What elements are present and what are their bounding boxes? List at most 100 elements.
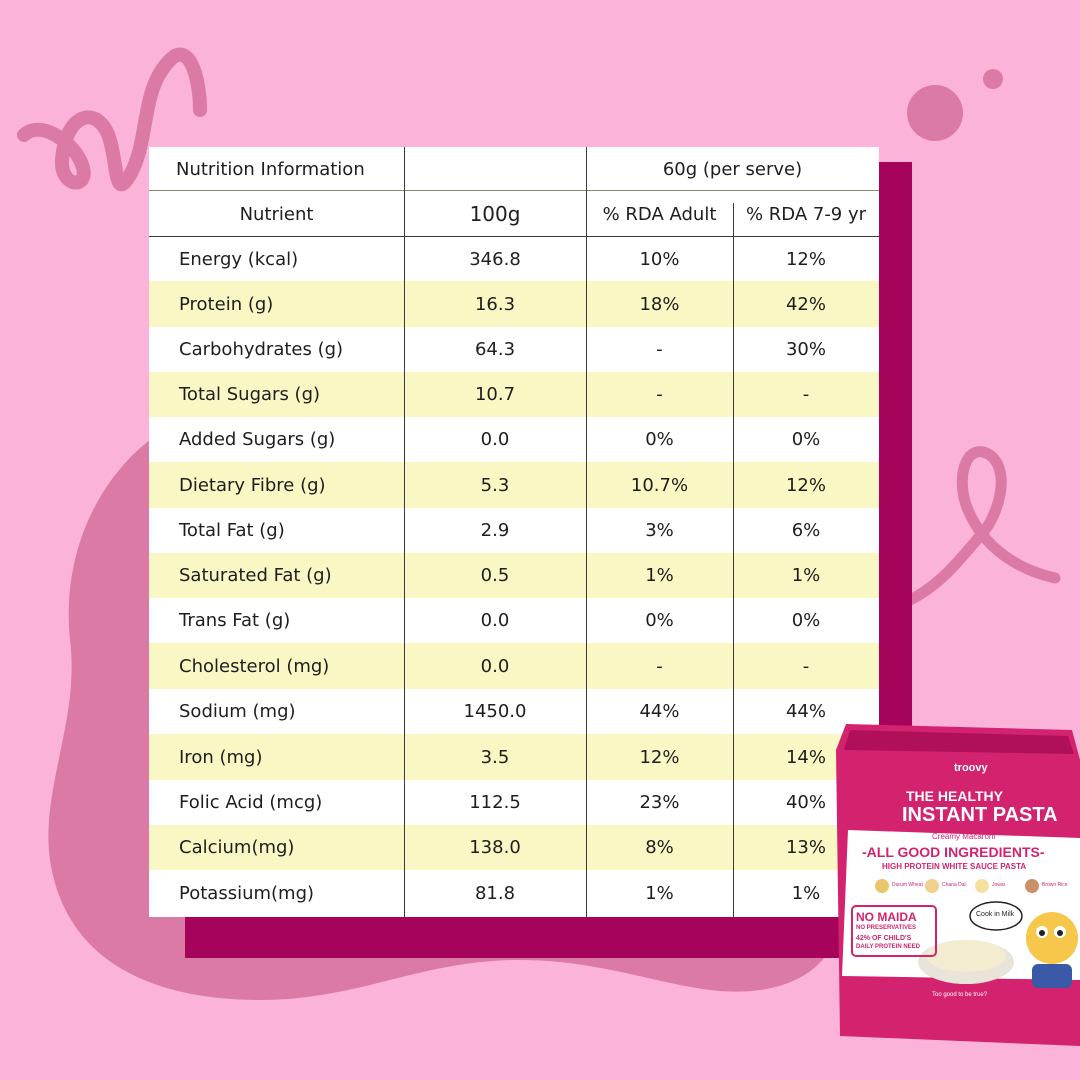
nutrient-name: Saturated Fat (g)	[179, 565, 332, 586]
value-100g: 3.5	[480, 746, 510, 768]
zigzag-doodle	[17, 47, 207, 192]
table-title: Nutrition Information	[176, 158, 365, 180]
table-row: Potassium(mg) 81.8 1% 1%	[149, 870, 879, 917]
value-100g: 0.0	[480, 429, 510, 450]
badge-subtitle: NO PRESERVATIVES	[856, 925, 917, 931]
value-100g: 346.8	[469, 248, 521, 270]
column-header-nutrient: Nutrient	[239, 203, 314, 225]
nutrition-table: Nutrition Information 60g (per serve) Nu…	[149, 147, 879, 917]
package-tagline: Too good to be true?	[932, 992, 988, 998]
nutrient-name: Potassium(mg)	[179, 883, 315, 904]
nutrient-name: Total Fat (g)	[179, 520, 285, 541]
divider	[404, 147, 405, 917]
badge-claim: DAILY PROTEIN NEED	[856, 944, 921, 950]
column-header-100g: 100g	[469, 202, 521, 226]
nutrient-name: Dietary Fibre (g)	[179, 474, 326, 496]
divider	[149, 236, 879, 237]
divider	[586, 147, 587, 917]
column-header-rda-adult: % RDA Adult	[602, 203, 717, 225]
value-100g: 81.8	[474, 883, 516, 904]
value-rda-kids: 1%	[791, 565, 821, 586]
value-rda-adult: 44%	[639, 701, 680, 722]
value-rda-adult: 3%	[645, 520, 674, 541]
table-row: Total Fat (g) 2.9 3% 6%	[149, 508, 879, 553]
table-row: Folic Acid (mcg) 112.5 23% 40%	[149, 780, 879, 825]
table-header-row: Nutrient 100g % RDA Adult % RDA 7-9 yr	[149, 191, 879, 237]
table-row: Dietary Fibre (g) 5.3 10.7% 12%	[149, 462, 879, 508]
table-row: Carbohydrates (g) 64.3 - 30%	[149, 327, 879, 372]
nutrient-name: Carbohydrates (g)	[179, 339, 344, 360]
value-rda-adult: 18%	[639, 293, 680, 315]
value-100g: 1450.0	[463, 701, 527, 722]
table-row: Protein (g) 16.3 18% 42%	[149, 281, 879, 327]
divider	[733, 203, 734, 917]
value-rda-adult: 1%	[645, 883, 674, 904]
value-100g: 0.0	[480, 655, 510, 677]
value-100g: 138.0	[469, 837, 521, 858]
dot-large	[907, 85, 963, 141]
value-rda-kids: 0%	[791, 429, 821, 450]
dot-small	[983, 69, 1003, 89]
package-headline: -ALL GOOD INGREDIENTS-	[862, 844, 1045, 860]
value-rda-kids: 12%	[785, 474, 826, 496]
divider	[149, 190, 879, 191]
value-100g: 10.7	[474, 384, 516, 405]
value-rda-kids: 40%	[785, 792, 826, 813]
product-package: troovy THE HEALTHY INSTANT PASTA Creamy …	[836, 720, 1080, 1050]
value-rda-adult: 12%	[639, 746, 680, 768]
nutrient-name: Energy (kcal)	[179, 248, 299, 270]
serve-size-label: 60g (per serve)	[662, 158, 803, 180]
value-100g: 64.3	[474, 339, 516, 360]
nutrient-name: Protein (g)	[179, 293, 274, 315]
value-100g: 16.3	[474, 293, 516, 315]
table-row: Cholesterol (mg) 0.0 - -	[149, 643, 879, 689]
ingredient-label: Chana Dal	[942, 882, 966, 888]
value-rda-kids: -	[802, 384, 810, 405]
value-rda-kids: 44%	[785, 701, 826, 722]
brand-logo: troovy	[954, 762, 988, 774]
nutrient-name: Folic Acid (mcg)	[179, 792, 323, 813]
nutrient-name: Added Sugars (g)	[179, 429, 336, 450]
nutrient-name: Sodium (mg)	[179, 701, 296, 722]
package-line2: INSTANT PASTA	[902, 804, 1058, 826]
value-rda-adult: 0%	[645, 429, 674, 450]
value-rda-adult: 10.7%	[630, 474, 689, 496]
nutrient-name: Total Sugars (g)	[179, 384, 321, 405]
value-rda-kids: 12%	[785, 248, 826, 270]
value-rda-kids: 14%	[785, 746, 826, 768]
value-rda-kids: 13%	[785, 837, 826, 858]
nutrient-name: Calcium(mg)	[179, 837, 295, 858]
speech-bubble: Cook in Milk	[976, 911, 1015, 918]
value-rda-adult: 1%	[645, 565, 674, 586]
value-rda-adult: 8%	[645, 837, 674, 858]
value-rda-kids: 6%	[791, 520, 821, 541]
badge-title: NO MAIDA	[856, 910, 917, 924]
table-row: Energy (kcal) 346.8 10% 12%	[149, 237, 879, 281]
package-subline: HIGH PROTEIN WHITE SAUCE PASTA	[882, 862, 1027, 871]
value-rda-adult: -	[656, 655, 663, 677]
ingredient-label: Jowar	[992, 882, 1006, 888]
table-row: Calcium(mg) 138.0 8% 13%	[149, 825, 879, 870]
value-rda-adult: 23%	[639, 792, 680, 813]
value-100g: 0.5	[480, 565, 510, 586]
value-rda-kids: -	[802, 655, 810, 677]
value-rda-kids: 1%	[791, 883, 821, 904]
value-rda-adult: -	[656, 384, 663, 405]
package-flavor: Creamy Macaroni	[932, 832, 996, 841]
table-row: Sodium (mg) 1450.0 44% 44%	[149, 689, 879, 734]
table-row: Iron (mg) 3.5 12% 14%	[149, 734, 879, 780]
swirl-doodle	[904, 446, 1061, 606]
value-rda-kids: 30%	[785, 339, 826, 360]
value-100g: 0.0	[480, 610, 510, 631]
ingredient-label: Brown Rice	[1042, 882, 1068, 888]
value-rda-adult: 10%	[639, 248, 680, 270]
package-art	[836, 724, 1080, 1046]
badge-claim: 42% OF CHILD'S	[856, 935, 912, 942]
value-rda-kids: 42%	[785, 293, 826, 315]
table-row: Trans Fat (g) 0.0 0% 0%	[149, 598, 879, 643]
table-row: Saturated Fat (g) 0.5 1% 1%	[149, 553, 879, 598]
value-100g: 2.9	[480, 520, 510, 541]
value-rda-adult: 0%	[645, 610, 674, 631]
nutrient-name: Iron (mg)	[179, 746, 263, 768]
value-rda-kids: 0%	[791, 610, 821, 631]
